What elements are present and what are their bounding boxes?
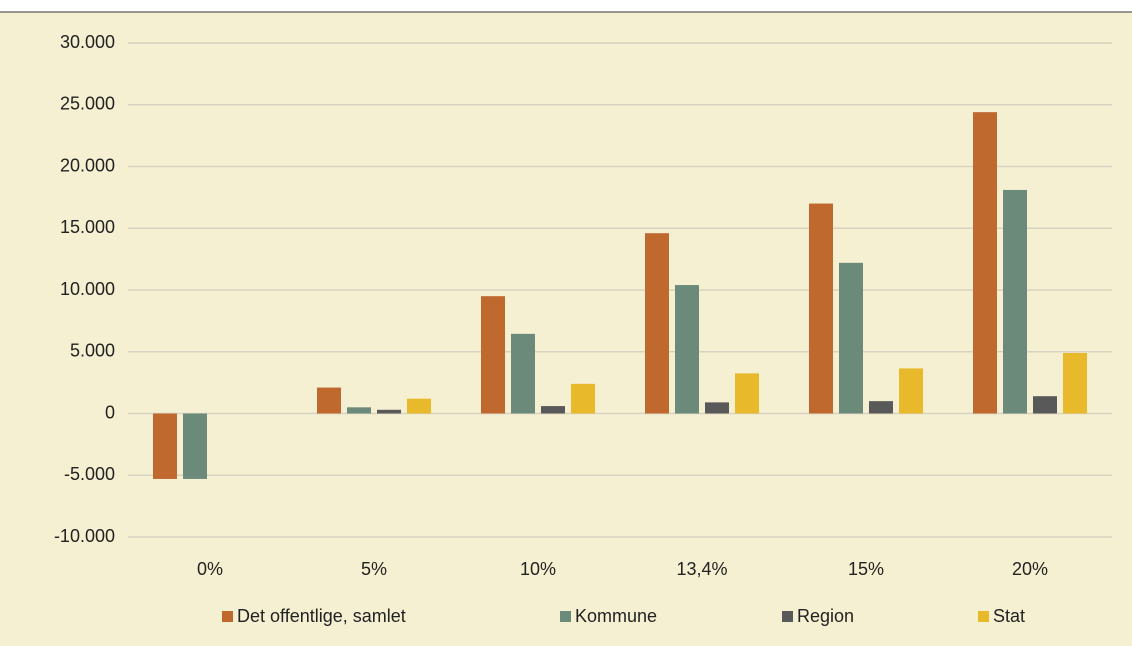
legend-swatch: [782, 611, 793, 622]
legend-label: Det offentlige, samlet: [237, 606, 406, 626]
bar: [317, 387, 341, 414]
bar: [675, 285, 699, 414]
bar: [809, 203, 833, 414]
bar: [735, 373, 759, 414]
y-tick-label: -5.000: [64, 464, 115, 484]
y-tick-label: 15.000: [60, 217, 115, 237]
y-tick-label: 30.000: [60, 32, 115, 52]
y-tick-label: 20.000: [60, 155, 115, 175]
bar: [973, 112, 997, 414]
bar: [1033, 396, 1057, 414]
bar: [1003, 189, 1027, 414]
legend-swatch: [978, 611, 989, 622]
x-tick-label: 0%: [197, 559, 223, 579]
x-tick-label: 15%: [848, 559, 884, 579]
bar: [511, 333, 535, 414]
x-tick-label: 10%: [520, 559, 556, 579]
bar: [347, 407, 371, 414]
y-tick-label: 10.000: [60, 279, 115, 299]
legend-swatch: [560, 611, 571, 622]
legend-swatch: [222, 611, 233, 622]
y-tick-label: 25.000: [60, 94, 115, 114]
bar: [153, 413, 177, 479]
bar: [839, 262, 863, 414]
legend-label: Stat: [993, 606, 1025, 626]
bar: [1063, 352, 1087, 414]
legend-label: Kommune: [575, 606, 657, 626]
bar: [705, 402, 729, 414]
bar: [645, 233, 669, 414]
legend-label: Region: [797, 606, 854, 626]
bar: [541, 406, 565, 414]
y-tick-label: 0: [105, 402, 115, 422]
x-tick-label: 5%: [361, 559, 387, 579]
x-tick-label: 20%: [1012, 559, 1048, 579]
bar: [899, 368, 923, 414]
bar: [377, 409, 401, 414]
bar: [481, 296, 505, 414]
bar: [869, 401, 893, 414]
bar: [183, 413, 207, 479]
y-tick-label: -10.000: [54, 526, 115, 546]
chart-background: [0, 12, 1132, 646]
bar: [407, 398, 431, 414]
x-tick-label: 13,4%: [676, 559, 727, 579]
y-tick-label: 5.000: [70, 341, 115, 361]
bar: [571, 383, 595, 414]
